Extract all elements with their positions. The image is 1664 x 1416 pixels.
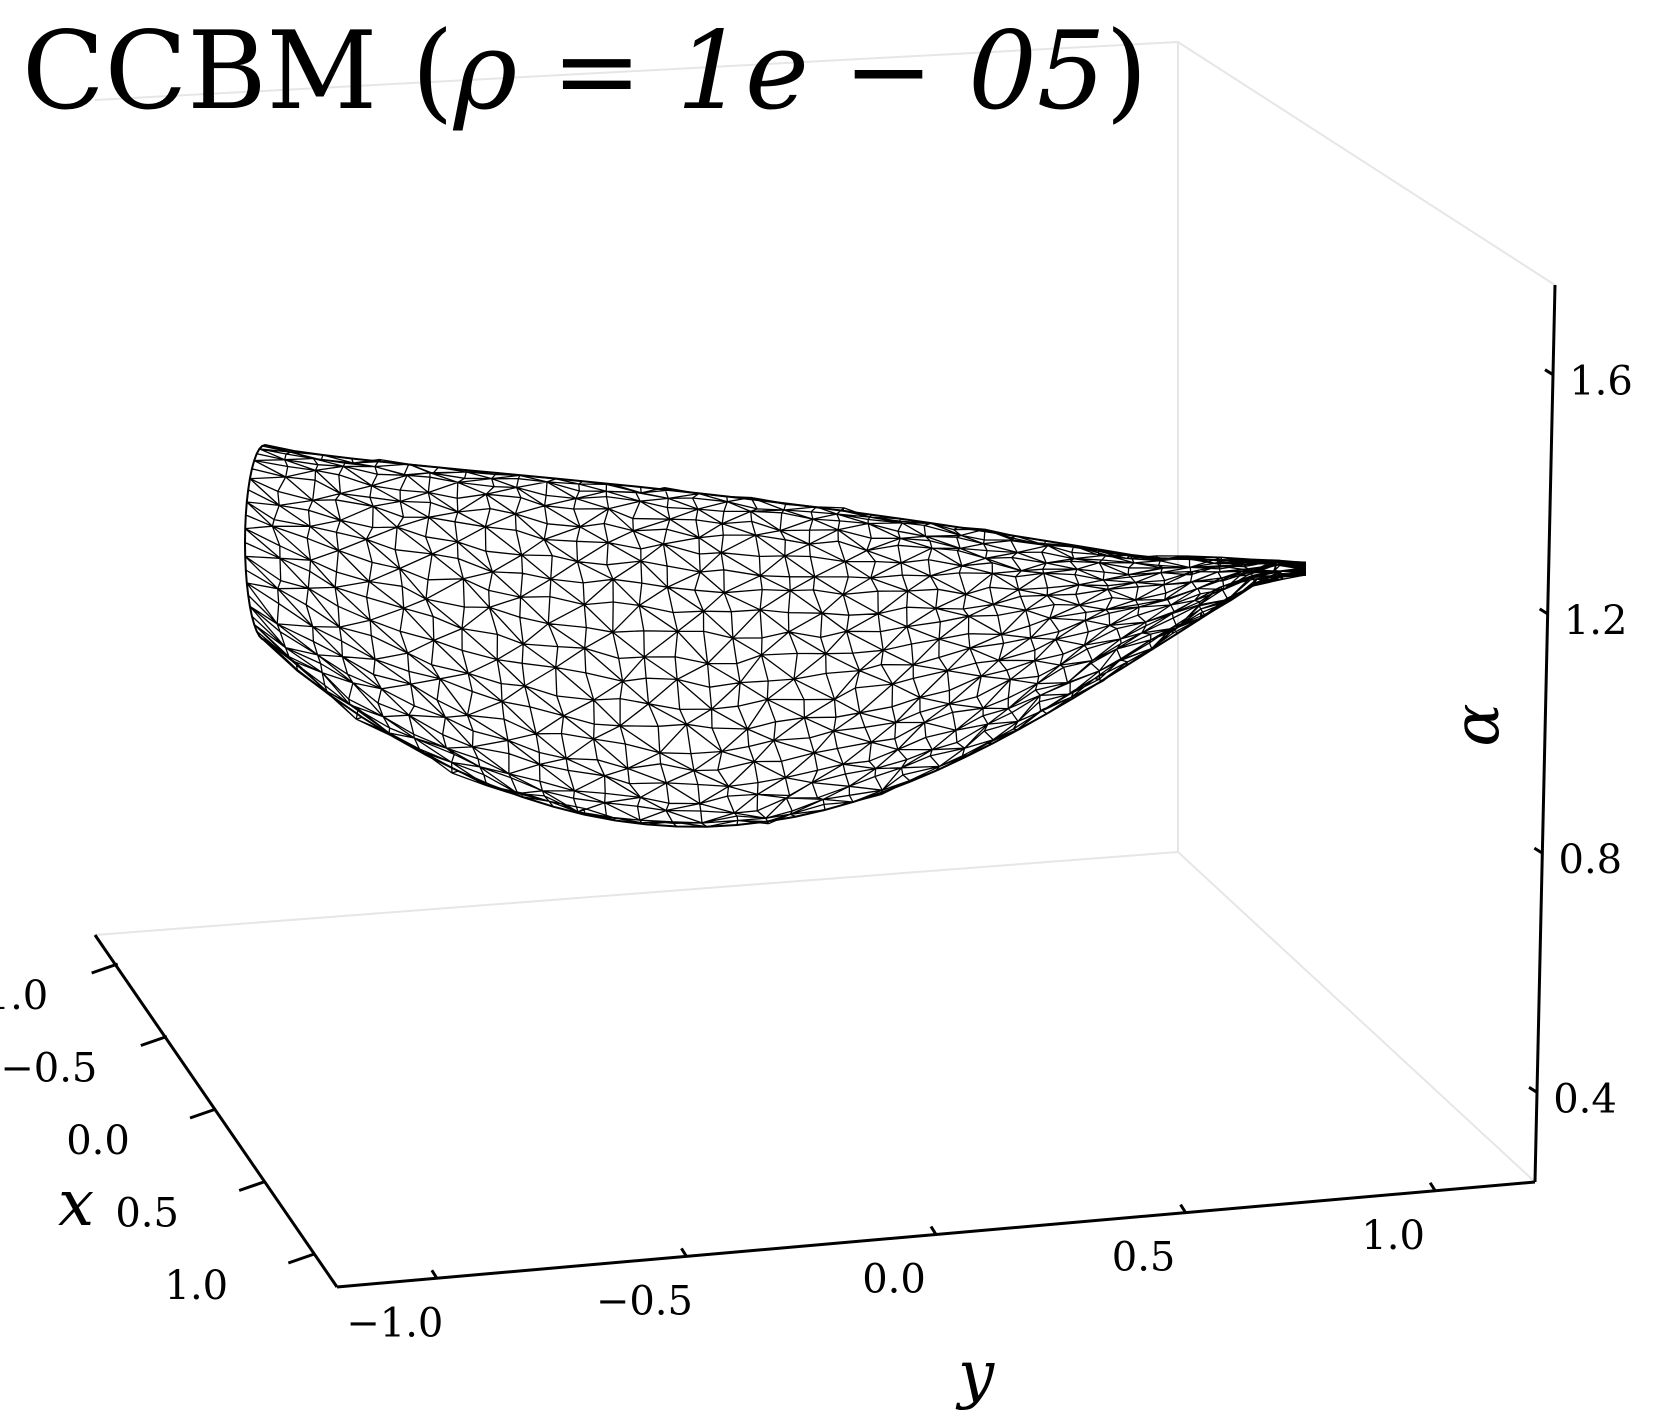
surface-outline xyxy=(243,443,1306,828)
title-suffix: ) xyxy=(1106,9,1148,134)
z-axis-line xyxy=(1533,284,1557,1183)
y-tick-label: 1.0 xyxy=(1361,1213,1425,1259)
x-tick-mark xyxy=(287,1252,315,1265)
y-tick-mark xyxy=(1428,1181,1437,1192)
y-tick-mark xyxy=(680,1247,688,1258)
y-tick-mark xyxy=(430,1269,439,1280)
x-tick-mark xyxy=(238,1180,266,1192)
x-axis-ticks: −1.0 −0.5 0.0 0.5 1.0 xyxy=(0,962,315,1309)
y-tick-mark xyxy=(1179,1203,1187,1214)
z-tick-label: 1.2 xyxy=(1564,598,1628,644)
z-tick-label: 1.6 xyxy=(1569,359,1633,405)
x-tick-mark xyxy=(189,1107,217,1120)
floor-right-edge xyxy=(1177,851,1536,1183)
title-expression: = 1e − 05 xyxy=(517,9,1105,134)
axes-panes xyxy=(94,40,1556,1183)
top-back-edge xyxy=(94,40,1556,286)
x-tick-label: 0.0 xyxy=(66,1118,130,1164)
y-axis-label: y xyxy=(955,1338,995,1412)
z-tick-mark xyxy=(1544,368,1554,376)
x-tick-label: 1.0 xyxy=(165,1263,229,1309)
axes-lines xyxy=(93,284,1557,1289)
title-rho: ρ xyxy=(453,9,518,134)
y-axis-ticks: −1.0 −0.5 0.0 0.5 1.0 xyxy=(346,1181,1437,1346)
z-tick-label: 0.8 xyxy=(1559,837,1623,883)
z-tick-mark xyxy=(1533,846,1544,855)
z-tick-label: 0.4 xyxy=(1553,1076,1617,1122)
z-axis-label: α xyxy=(1440,703,1514,746)
x-tick-label: 0.5 xyxy=(115,1191,179,1237)
x-axis-line xyxy=(93,934,339,1288)
y-tick-label: 0.0 xyxy=(862,1257,926,1303)
z-tick-mark xyxy=(1528,1086,1538,1094)
x-tick-label: −0.5 xyxy=(0,1046,97,1092)
z-axis-ticks: 0.4 0.8 1.2 1.6 xyxy=(1528,359,1633,1122)
y-tick-mark xyxy=(929,1225,938,1236)
y-tick-label: 0.5 xyxy=(1112,1235,1176,1281)
title-prefix: CCBM ( xyxy=(22,9,454,134)
y-tick-label: −1.0 xyxy=(346,1300,443,1346)
z-tick-mark xyxy=(1538,607,1549,616)
surface-mesh xyxy=(243,443,1306,828)
x-axis-label: x xyxy=(58,1167,94,1241)
back-pane-outline xyxy=(94,42,1179,936)
chart-title: CCBM (ρ = 1e − 05) xyxy=(22,9,1148,134)
x-tick-mark xyxy=(91,962,119,975)
x-tick-mark xyxy=(140,1035,168,1047)
y-tick-label: −0.5 xyxy=(596,1278,693,1324)
x-tick-label: −1.0 xyxy=(0,973,48,1019)
